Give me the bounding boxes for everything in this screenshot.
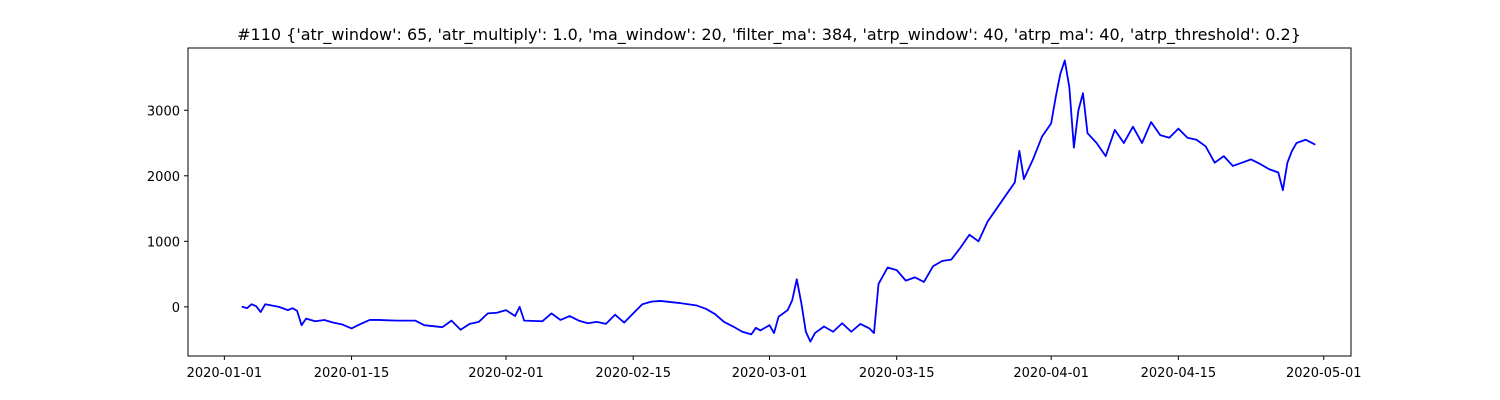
- y-axis: 0 1000 2000 3000: [147, 104, 188, 316]
- y-tick-label: 2000: [147, 170, 180, 185]
- y-tick-label: 0: [172, 301, 180, 316]
- x-tick-label: 2020-03-15: [859, 366, 935, 381]
- series-line: [241, 59, 1316, 343]
- chart-title: #110 {'atr_window': 65, 'atr_multiply': …: [237, 25, 1301, 45]
- x-tick-label: 2020-01-01: [187, 366, 263, 381]
- x-tick-label: 2020-04-01: [1013, 366, 1089, 381]
- x-tick-label: 2020-03-01: [732, 366, 808, 381]
- x-tick-label: 2020-02-01: [468, 366, 544, 381]
- x-axis: 2020-01-01 2020-01-15 2020-02-01 2020-02-15…: [187, 356, 1362, 381]
- x-tick-label: 2020-05-01: [1286, 366, 1362, 381]
- x-tick-label: 2020-02-15: [595, 366, 671, 381]
- y-tick-label: 3000: [147, 104, 180, 119]
- plot-frame: [187, 47, 1352, 357]
- plot-area: [187, 47, 1352, 357]
- x-tick-label: 2020-04-15: [1141, 366, 1217, 381]
- y-tick-label: 1000: [147, 235, 180, 250]
- x-tick-label: 2020-01-15: [314, 366, 390, 381]
